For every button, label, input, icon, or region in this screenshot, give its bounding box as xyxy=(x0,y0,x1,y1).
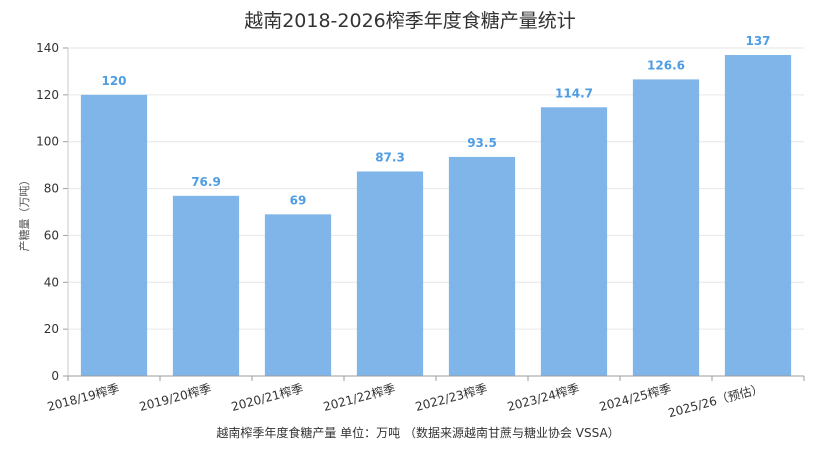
y-tick-label: 0 xyxy=(51,369,59,383)
y-tick-label: 20 xyxy=(44,322,59,336)
x-tick-label: 2023/24榨季 xyxy=(506,380,581,414)
bar-2 xyxy=(172,195,240,376)
bar-6 xyxy=(540,107,608,376)
bar-value-label: 137 xyxy=(745,34,770,48)
bar-value-label: 126.6 xyxy=(647,58,685,72)
y-axis-label: 产糖量（万吨） xyxy=(17,175,31,252)
y-tick-label: 100 xyxy=(36,135,59,149)
x-tick-label: 2025/26（预估） xyxy=(667,381,765,420)
x-axis-label: 越南榨季年度食糖产量 单位：万吨 （数据来源越南甘蔗与糖业协会 VSSA） xyxy=(216,425,619,440)
y-tick-label: 140 xyxy=(36,41,59,55)
x-tick-label: 2022/23榨季 xyxy=(414,380,489,414)
bar-value-label: 76.9 xyxy=(191,175,221,189)
y-tick-labels: 0 20 40 60 80 100 120 140 xyxy=(36,41,59,383)
bars xyxy=(80,55,792,377)
x-tick-label: 2020/21榨季 xyxy=(230,380,305,414)
chart-title: 越南2018-2026榨季年度食糖产量统计 xyxy=(244,10,576,32)
y-tick-label: 80 xyxy=(44,182,59,196)
x-tick-label: 2018/19榨季 xyxy=(46,380,121,414)
x-tick-label: 2024/25榨季 xyxy=(598,380,673,414)
y-tick-label: 120 xyxy=(36,88,59,102)
axes xyxy=(63,47,805,381)
bar-value-label: 87.3 xyxy=(375,150,405,164)
bar-4 xyxy=(356,171,424,376)
bar-3 xyxy=(264,214,332,376)
y-tick-label: 60 xyxy=(44,228,59,242)
y-tick-label: 40 xyxy=(44,275,59,289)
bar-value-label: 120 xyxy=(101,74,126,88)
x-tick-labels: 2018/19榨季 2019/20榨季 2020/21榨季 2021/22榨季 2022… xyxy=(46,380,765,420)
value-labels: 120 76.9 69 87.3 93.5 114.7 126.6 137 xyxy=(101,34,770,207)
bar-value-label: 93.5 xyxy=(467,136,497,150)
bar-7 xyxy=(632,79,700,376)
bar-8 xyxy=(724,55,792,377)
x-tick-label: 2021/22榨季 xyxy=(322,380,397,414)
bar-value-label: 69 xyxy=(290,193,307,207)
bar-value-label: 114.7 xyxy=(555,86,593,100)
bar-5 xyxy=(448,156,516,376)
x-tick-label: 2019/20榨季 xyxy=(138,380,213,414)
bar-1 xyxy=(80,94,148,376)
